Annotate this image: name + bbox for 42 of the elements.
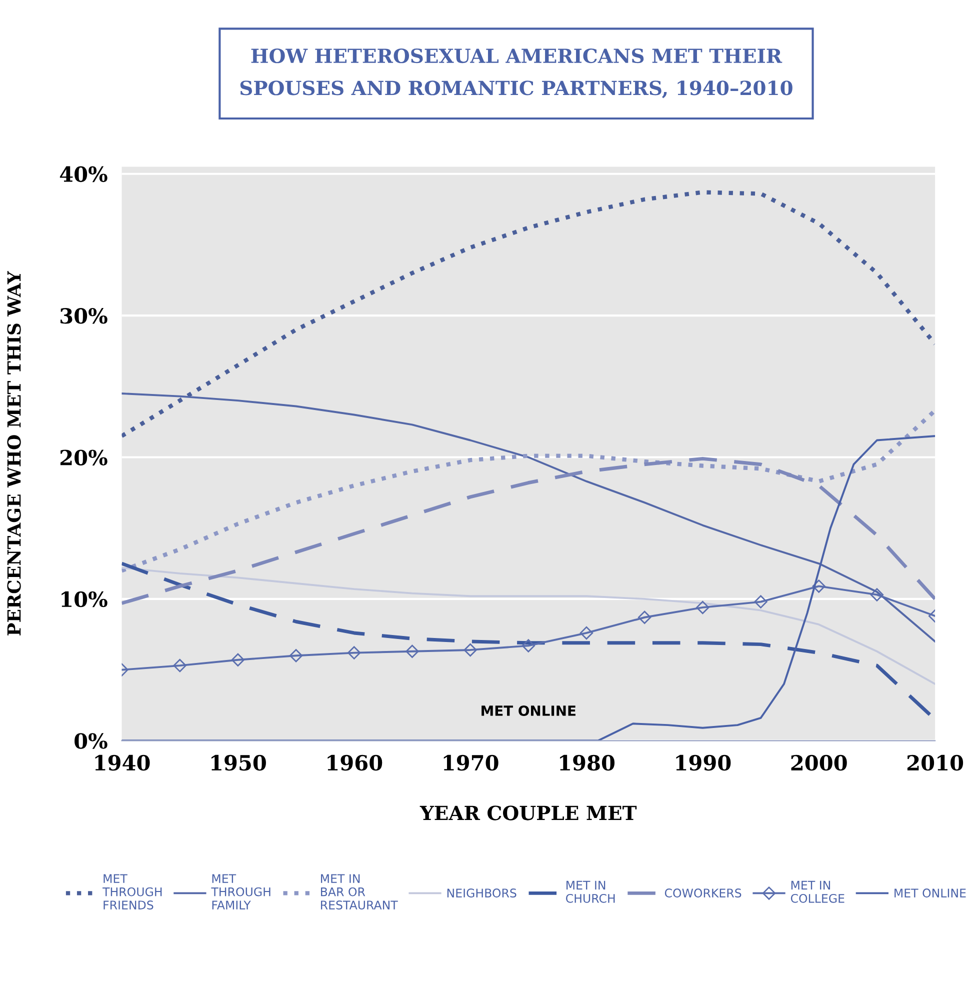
point (870, 588, 884, 602)
legend-label: NEIGHBORS (447, 888, 516, 898)
y-axis-title: PERCENTAGE WHO MET THIS WAY (7, 270, 21, 636)
point (406, 644, 419, 658)
line-series (122, 190, 936, 438)
point (464, 643, 477, 657)
point (638, 610, 652, 624)
point (812, 580, 826, 593)
point (231, 653, 245, 666)
x-tick-label: 2000 (791, 754, 847, 771)
line-series (122, 456, 936, 605)
y-tick-label: 30% (60, 308, 108, 324)
x-tick-label: 1940 (95, 754, 150, 771)
point (580, 626, 594, 640)
y-tick-label: 20% (60, 450, 108, 466)
x-tick-label: 1980 (560, 754, 615, 771)
y-tick-label: 10% (62, 591, 108, 608)
x-tick-label: 1960 (328, 754, 382, 771)
line-series (122, 566, 936, 685)
point (522, 639, 535, 652)
line-series (122, 408, 936, 573)
chart-title: HOW HETEROSEXUAL AMERICANS MET THEIR SPOUSES AND ROMANTIC PARTNERS, 1940–2010 (240, 48, 792, 98)
x-tick-label: 1970 (444, 754, 498, 771)
x-tick-label: 2010 (907, 754, 964, 771)
y-tick-label: 0% (74, 733, 108, 749)
x-axis-title: YEAR COUPLE MET (420, 806, 637, 820)
x-tick-label: 1950 (211, 754, 266, 771)
point (696, 600, 710, 614)
point (348, 646, 361, 660)
legend-label: MET IN COLLEGE (790, 880, 844, 903)
legend-label: COWORKERS (664, 888, 742, 898)
point (754, 595, 768, 608)
legend-label: MET THROUGH FAMILY (211, 874, 270, 910)
legend-label: MET THROUGH FRIENDS (102, 874, 162, 910)
legend-label: MET IN CHURCH (566, 880, 615, 903)
y-tick-label: 40% (60, 166, 108, 182)
annotation: MET ONLINE (482, 705, 576, 716)
legend-label: MET IN BAR OR RESTAURANT (321, 874, 398, 910)
point (173, 658, 186, 672)
point (289, 649, 303, 662)
x-tick-label: 1990 (676, 754, 731, 771)
legend-label: MET ONLINE (894, 888, 966, 898)
